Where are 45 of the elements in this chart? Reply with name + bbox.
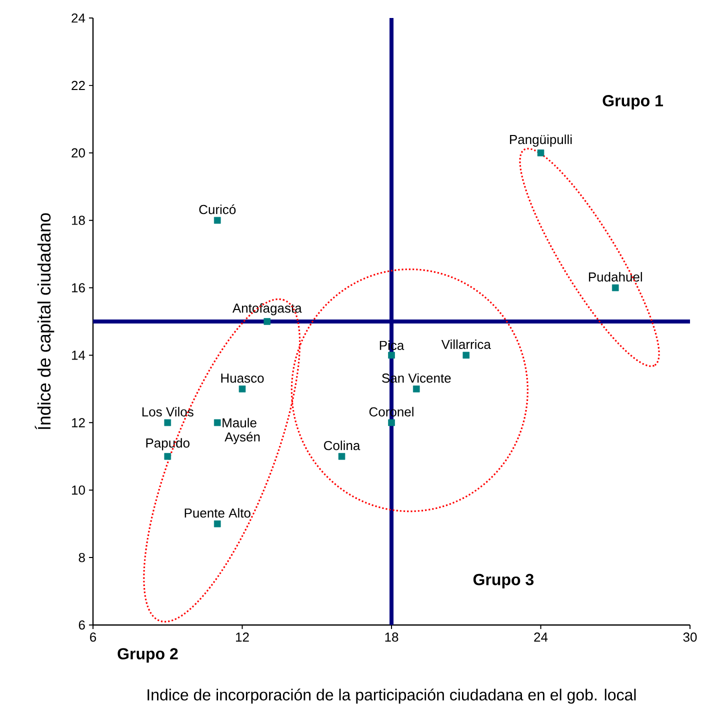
x-tick-label: 30 [683, 632, 697, 642]
annotation: Colina [324, 440, 360, 450]
point [164, 452, 172, 460]
annotation: Villarrica [441, 339, 491, 350]
point [264, 318, 271, 325]
y-tick-label: 14 [72, 350, 86, 360]
x-tick-label: 24 [534, 632, 548, 642]
annotation: Grupo 1 [602, 95, 664, 110]
y-tick-label: 18 [72, 216, 85, 225]
point [214, 216, 221, 224]
annotation: Pudahuel [588, 272, 642, 282]
y-tick-label: 20 [72, 148, 85, 158]
y-tick-label: 24 [72, 13, 86, 23]
point [164, 419, 172, 426]
x-tick-label: 6 [90, 632, 96, 642]
y-tick-label: 6 [78, 620, 85, 630]
y-tick-label: 8 [78, 552, 85, 562]
text: Grupo 2 [118, 648, 178, 663]
annotation: Huasco [221, 374, 264, 383]
annotation: Maule [222, 418, 256, 428]
y-tick-label: 12 [72, 418, 85, 428]
x-tick-label: 12 [236, 632, 249, 642]
point [388, 352, 395, 359]
point [462, 352, 470, 359]
annotation: Papudo [146, 438, 190, 450]
point [214, 520, 221, 528]
point [388, 419, 395, 426]
annotation: Curicó [199, 204, 236, 214]
annotation: Puente Alto [184, 508, 250, 518]
x-axis-title: Indice de incorporación de la participación ciudadana en el gob. local [148, 688, 636, 704]
point [537, 149, 544, 156]
point [238, 386, 246, 392]
annotation: Aysén [224, 432, 260, 444]
y-axis-title: Índice de capital ciudadano [34, 213, 54, 430]
point [612, 284, 619, 292]
point [214, 419, 221, 426]
point [338, 452, 346, 460]
y-tick-label: 16 [72, 283, 85, 292]
x-tick-label: 18 [385, 632, 398, 642]
point [412, 386, 420, 392]
annotation: Grupo 3 [473, 574, 534, 588]
annotation: Pangüipulli [510, 134, 572, 147]
y-tick-label: 10 [72, 486, 85, 495]
annotation: Los Vilos [142, 406, 194, 416]
y-tick-label: 22 [72, 80, 85, 90]
